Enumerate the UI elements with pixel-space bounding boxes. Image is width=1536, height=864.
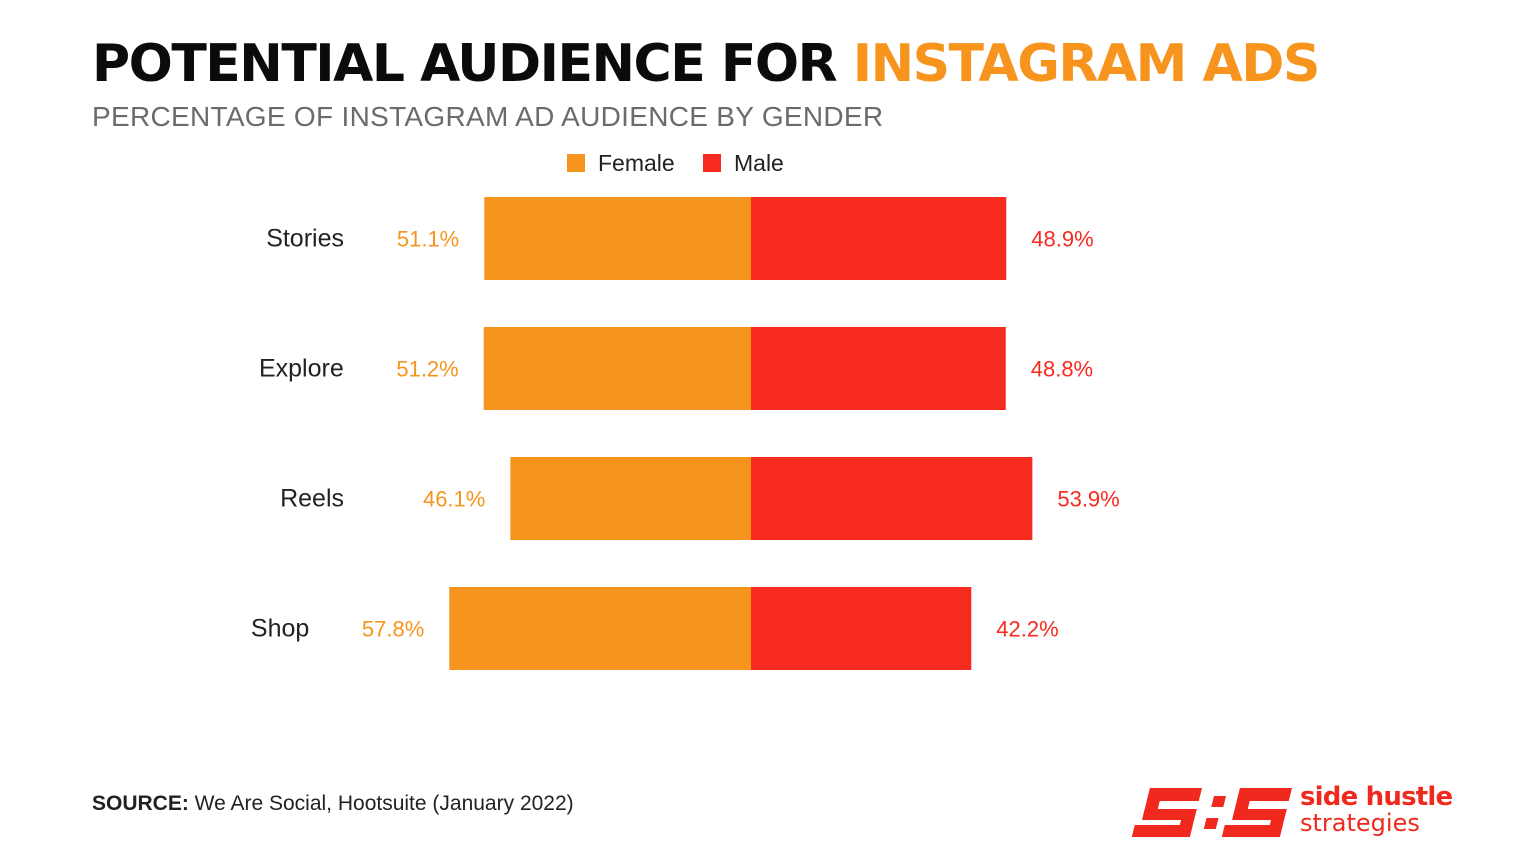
bar-female-shop bbox=[449, 587, 751, 670]
category-label-shop: Shop bbox=[251, 615, 309, 643]
data-label-female-stories: 51.1% bbox=[397, 227, 459, 252]
data-label-female-shop: 57.8% bbox=[362, 617, 424, 642]
bar-male-shop bbox=[751, 587, 972, 670]
title-accent: INSTAGRAM ADS bbox=[852, 34, 1321, 94]
data-label-male-explore: 48.8% bbox=[1031, 357, 1093, 382]
source-note: SOURCE: We Are Social, Hootsuite (Januar… bbox=[92, 792, 574, 816]
bar-female-explore bbox=[483, 327, 751, 410]
logo-line-1: side hustle bbox=[1300, 782, 1453, 812]
data-label-female-explore: 51.2% bbox=[396, 357, 458, 382]
source-text: We Are Social, Hootsuite (January 2022) bbox=[188, 792, 574, 815]
stacked-bar-chart: Female Male 51.1% 48.9% Stories 51.2% 48.8% Exp… bbox=[251, 150, 1120, 670]
bar-female-stories bbox=[484, 197, 751, 280]
chart-subtitle: PERCENTAGE OF INSTAGRAM AD AUDIENCE BY G… bbox=[92, 101, 884, 132]
logo-line-2: strategies bbox=[1300, 809, 1420, 837]
bar-male-stories bbox=[751, 197, 1007, 280]
source-label: SOURCE: bbox=[92, 792, 189, 815]
chart-title: POTENTIAL AUDIENCE FOR INSTAGRAM ADS bbox=[92, 34, 1321, 94]
legend-label-female: Female bbox=[598, 150, 675, 176]
bar-female-reels bbox=[510, 457, 751, 540]
bar-male-reels bbox=[751, 457, 1033, 540]
legend-label-male: Male bbox=[734, 150, 784, 176]
category-label-reels: Reels bbox=[280, 485, 344, 513]
legend-swatch-male bbox=[703, 154, 721, 172]
title-main: POTENTIAL AUDIENCE FOR bbox=[92, 34, 853, 94]
category-label-stories: Stories bbox=[266, 225, 344, 253]
brand-logo-mark bbox=[1131, 788, 1293, 837]
brand-logo-text: side hustle strategies bbox=[1300, 782, 1453, 837]
data-label-male-shop: 42.2% bbox=[996, 617, 1058, 642]
data-label-male-stories: 48.9% bbox=[1031, 227, 1093, 252]
data-label-female-reels: 46.1% bbox=[423, 487, 485, 512]
bar-male-explore bbox=[751, 327, 1006, 410]
category-label-explore: Explore bbox=[259, 355, 344, 383]
legend-swatch-female bbox=[567, 154, 585, 172]
data-label-male-reels: 53.9% bbox=[1057, 487, 1119, 512]
